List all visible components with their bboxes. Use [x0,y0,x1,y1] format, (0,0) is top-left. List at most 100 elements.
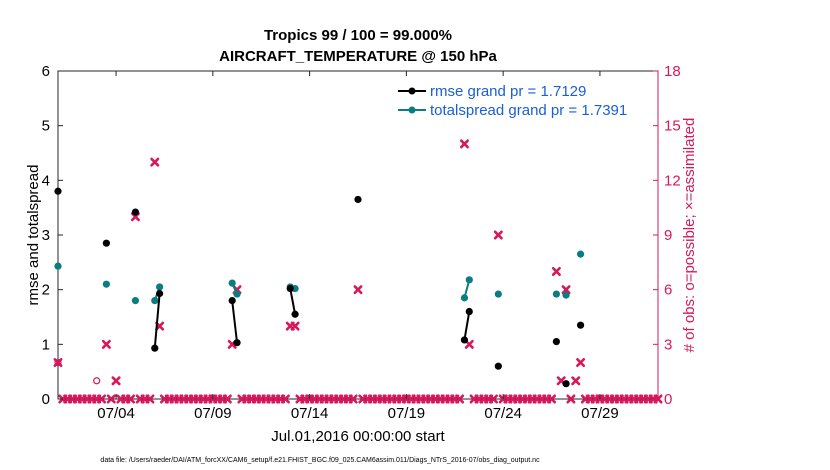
spread-point [562,291,570,299]
obs-assimilated-stroke [459,139,469,149]
spread-point [460,294,469,302]
y-axis-right-label: # of obs: o=possible; ×=assimilated [681,118,698,353]
rmse-point [465,307,473,316]
obs-assimilated-stroke [106,394,116,404]
x-axis-label: Jul.01,2016 00:00:00 start [271,428,445,445]
legend-label-rmse: rmse grand pr = 1.7129 [430,83,586,100]
obs-assimilated-zero-marker [106,394,116,404]
spread-point [102,280,110,288]
obs-assimilated-zero-marker [126,394,136,404]
y-right-tick-label: 12 [664,172,681,189]
obs-assimilated-zero-marker [566,394,576,404]
spread-point [552,290,560,298]
obs-assimilated-stroke [97,394,107,404]
rmse-point [54,187,62,195]
y-left-tick-label: 5 [42,118,50,135]
obs-assimilated-marker [576,358,586,368]
obs-assimilated-zero-marker [222,394,232,404]
obs-assimilated-zero-marker [488,394,498,404]
data-file-footnote: data file: /Users/raeder/DAI/ATM_forcXX/… [100,457,540,464]
spread-point [576,250,585,258]
obs-assimilated-zero-marker [348,394,358,404]
obs-assimilated-stroke [488,394,498,404]
y-right-tick-label: 15 [664,118,681,135]
obs-assimilated-stroke [556,376,566,386]
rmse-point [102,239,110,247]
obs-assimilated-marker [101,339,111,349]
obs-assimilated-stroke [222,394,232,404]
obs-assimilated-stroke [145,394,155,404]
obs-assimilated-stroke [464,339,474,349]
obs-assimilated-stroke [280,394,290,404]
obs-assimilated-zero-marker [280,394,290,404]
rmse-point [460,336,469,344]
rmse-point [562,380,570,388]
obs-assimilated-stroke [547,394,557,404]
obs-assimilated-marker [150,157,160,167]
y-left-tick-label: 6 [42,63,50,80]
obs-assimilated-stroke [561,285,571,295]
obs-assimilated-stroke [126,394,136,404]
rmse-point [552,338,560,346]
rmse-line [231,300,239,343]
obs-assimilated-stroke [566,394,576,404]
y-axis-left-label: rmse and totalspread [25,165,42,306]
rmse-point [131,208,140,216]
legend-marker-spread [408,106,416,114]
y-right-tick-label: 0 [664,391,672,408]
plot-layer [53,139,663,404]
obs-assimilated-marker [571,376,581,386]
y-right-tick-label: 18 [664,63,681,80]
legend-marker-rmse [408,87,416,95]
rmse-point [494,362,502,370]
rmse-point [151,344,159,352]
spread-point [131,297,140,305]
obs-assimilated-marker [459,139,469,149]
y-left-tick-label: 4 [42,172,50,189]
x-tick-label: 07/09 [194,405,232,422]
rmse-point [291,310,299,318]
x-tick-label: 07/04 [97,405,135,422]
rmse-point [354,195,362,204]
spread-point [465,276,473,284]
spread-point [228,279,236,287]
spread-point [54,262,62,270]
y-right-tick-label: 9 [664,227,672,244]
rmse-line [463,311,471,341]
spread-point [233,290,241,298]
legend-label-spread: totalspread grand pr = 1.7391 [430,102,627,119]
y-left-tick-label: 1 [42,336,50,353]
obs-assimilated-stroke [353,285,363,295]
obs-assimilated-zero-marker [145,394,155,404]
obs-assimilated-marker [561,285,571,295]
y-left-tick-label: 3 [42,227,50,244]
obs-assimilated-stroke [348,394,358,404]
obs-assimilated-stroke [551,266,561,276]
obs-assimilated-marker [111,376,121,386]
obs-assimilated-marker [353,285,363,295]
rmse-point [286,284,294,293]
rmse-point [228,297,236,305]
rmse-line [289,288,297,315]
y-left-tick-label: 0 [42,391,50,408]
rmse-line [153,293,161,349]
obs-assimilated-stroke [111,376,121,386]
obs-assimilated-zero-marker [97,394,107,404]
obs-assimilated-stroke [571,376,581,386]
chart-title-line2: AIRCRAFT_TEMPERATURE @ 150 hPa [219,48,497,65]
obs-assimilated-stroke [493,230,503,240]
spread-point [156,283,164,291]
rmse-point [233,339,241,347]
rmse-point [156,289,164,298]
y-right-tick-label: 6 [664,282,672,299]
obs-assimilated-marker [290,321,300,331]
legend-box [393,80,645,124]
x-tick-label: 07/29 [581,405,619,422]
x-tick-label: 07/14 [291,405,329,422]
obs-assimilated-stroke [101,339,111,349]
obs-possible-marker [93,377,101,385]
rmse-point [576,321,585,329]
obs-assimilated-stroke [576,358,586,368]
